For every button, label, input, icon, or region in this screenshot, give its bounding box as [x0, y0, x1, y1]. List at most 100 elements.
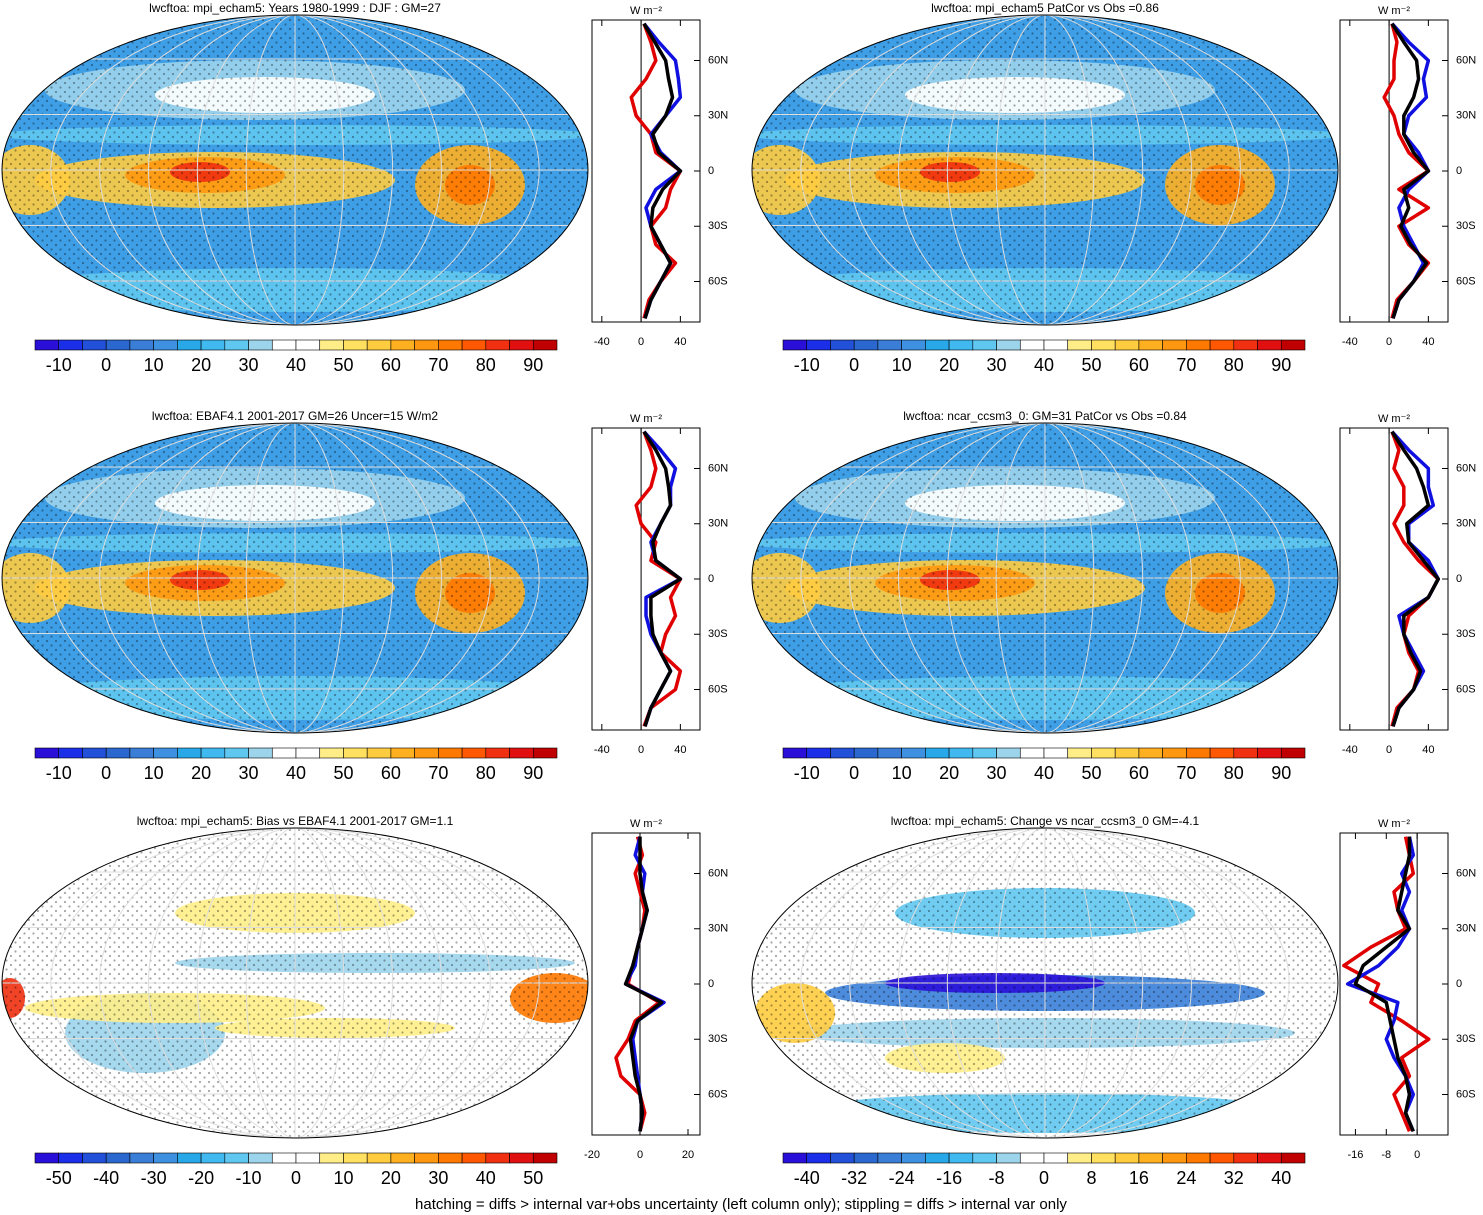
- colorbar-tick-label: -20: [188, 1168, 214, 1188]
- colorbar-box: [972, 747, 997, 759]
- colorbar-box: [1043, 339, 1069, 351]
- map: [2, 15, 588, 325]
- map-meridian: [849, 828, 1241, 1138]
- map-border: [751, 14, 1339, 326]
- colorbar-box: [177, 339, 202, 351]
- colorbar-tick-label: 50: [1081, 355, 1101, 375]
- colorbar-tick-label: 80: [476, 355, 496, 375]
- colorbar-box: [1019, 747, 1045, 759]
- x-tick-label: -40: [594, 744, 610, 756]
- colorbar-box: [1162, 339, 1187, 351]
- map-meridian: [196, 828, 394, 1138]
- colorbar-box: [461, 1152, 487, 1164]
- colorbar-box: [366, 339, 392, 351]
- map-meridian: [99, 828, 491, 1138]
- colorbar-box: [972, 1152, 997, 1164]
- colorbar-tick-label: 70: [428, 763, 448, 783]
- colorbar-box: [271, 747, 297, 759]
- colorbar-tick-label: 40: [1271, 1168, 1291, 1188]
- colorbar-box: [1280, 1152, 1306, 1164]
- colorbar-box: [461, 339, 487, 351]
- colorbar-box: [414, 1152, 439, 1164]
- y-tick-label: 60S: [1456, 275, 1476, 287]
- colorbar-tick-label: 70: [1176, 355, 1196, 375]
- colorbar-box: [248, 339, 273, 351]
- profile-frame: [591, 19, 701, 323]
- colorbar-box: [925, 1152, 950, 1164]
- colorbar-box: [877, 1152, 902, 1164]
- map: [2, 828, 588, 1138]
- y-tick-label: 0: [1456, 165, 1462, 177]
- map-meridian: [849, 15, 1241, 325]
- y-tick-label: 0: [1456, 573, 1462, 585]
- map-meridian: [99, 423, 491, 733]
- colorbar-box: [485, 1152, 510, 1164]
- y-tick-label: 60S: [1456, 1088, 1476, 1100]
- colorbar-tick-label: 30: [987, 763, 1007, 783]
- y-tick-label: 60N: [708, 867, 728, 879]
- colorbar-box: [271, 339, 297, 351]
- units-label: W m⁻²: [1378, 818, 1410, 830]
- map-meridian: [898, 828, 1192, 1138]
- map-meridian: [245, 423, 345, 733]
- profile-line: [642, 430, 683, 727]
- colorbar-box: [58, 1152, 83, 1164]
- colorbar-box: [996, 747, 1021, 759]
- x-tick-label: 40: [674, 336, 686, 348]
- map: [752, 15, 1338, 325]
- x-tick-label: -40: [1342, 336, 1358, 348]
- y-tick-label: 60N: [1456, 54, 1476, 66]
- colorbar-box: [366, 1152, 392, 1164]
- y-tick-label: 0: [708, 165, 714, 177]
- colorbar-box: [1186, 1152, 1211, 1164]
- map-meridian: [800, 828, 1290, 1138]
- units-label: W m⁻²: [1378, 413, 1410, 425]
- colorbar-box: [509, 1152, 534, 1164]
- colorbar-box: [82, 1152, 107, 1164]
- colorbar-box: [414, 747, 439, 759]
- map-meridian: [196, 15, 394, 325]
- y-tick-label: 30N: [708, 518, 728, 530]
- profile-frame: [591, 832, 701, 1136]
- colorbar-box: [1091, 747, 1116, 759]
- colorbar-box: [485, 339, 510, 351]
- units-label: W m⁻²: [630, 818, 662, 830]
- colorbar-box: [1233, 747, 1258, 759]
- x-tick-label: 40: [1422, 744, 1434, 756]
- profile-line: [1353, 836, 1415, 1132]
- colorbar-box: [129, 339, 154, 351]
- colorbar-tick-label: 50: [1081, 763, 1101, 783]
- y-tick-label: 30S: [708, 220, 728, 232]
- map-meridian: [245, 828, 345, 1138]
- colorbar-tick-label: 10: [892, 355, 912, 375]
- colorbar-box: [129, 747, 154, 759]
- colorbar-box: [782, 747, 808, 759]
- units-label: W m⁻²: [630, 5, 662, 17]
- colorbar-tick-label: 10: [892, 763, 912, 783]
- colorbar-box: [806, 1152, 831, 1164]
- colorbar-tick-label: 70: [1176, 763, 1196, 783]
- colorbar-box: [414, 339, 439, 351]
- colorbar-tick-label: 40: [286, 355, 306, 375]
- colorbar-box: [830, 1152, 855, 1164]
- map-meridian: [946, 423, 1144, 733]
- colorbar-tick-label: 20: [381, 1168, 401, 1188]
- colorbar-box: [34, 1152, 60, 1164]
- colorbar-box: [1280, 339, 1306, 351]
- colorbar-box: [1257, 1152, 1282, 1164]
- colorbar-tick-label: 10: [144, 355, 164, 375]
- colorbar-box: [248, 1152, 273, 1164]
- colorbar-tick-label: 0: [849, 355, 859, 375]
- colorbar-tick-label: 30: [239, 763, 259, 783]
- colorbar-box: [1043, 1152, 1069, 1164]
- panel-title: lwcftoa: mpi_echam5: Years 1980-1999 : D…: [149, 1, 441, 15]
- colorbar-box: [200, 339, 226, 351]
- colorbar-tick-label: -32: [841, 1168, 867, 1188]
- colorbar-tick-label: 50: [333, 355, 353, 375]
- profile-frame: [1339, 832, 1449, 1136]
- colorbar-box: [806, 339, 831, 351]
- colorbar-box: [58, 747, 83, 759]
- colorbar-box: [1138, 1152, 1163, 1164]
- y-tick-label: 30S: [708, 1033, 728, 1045]
- colorbar-tick-label: -10: [46, 355, 72, 375]
